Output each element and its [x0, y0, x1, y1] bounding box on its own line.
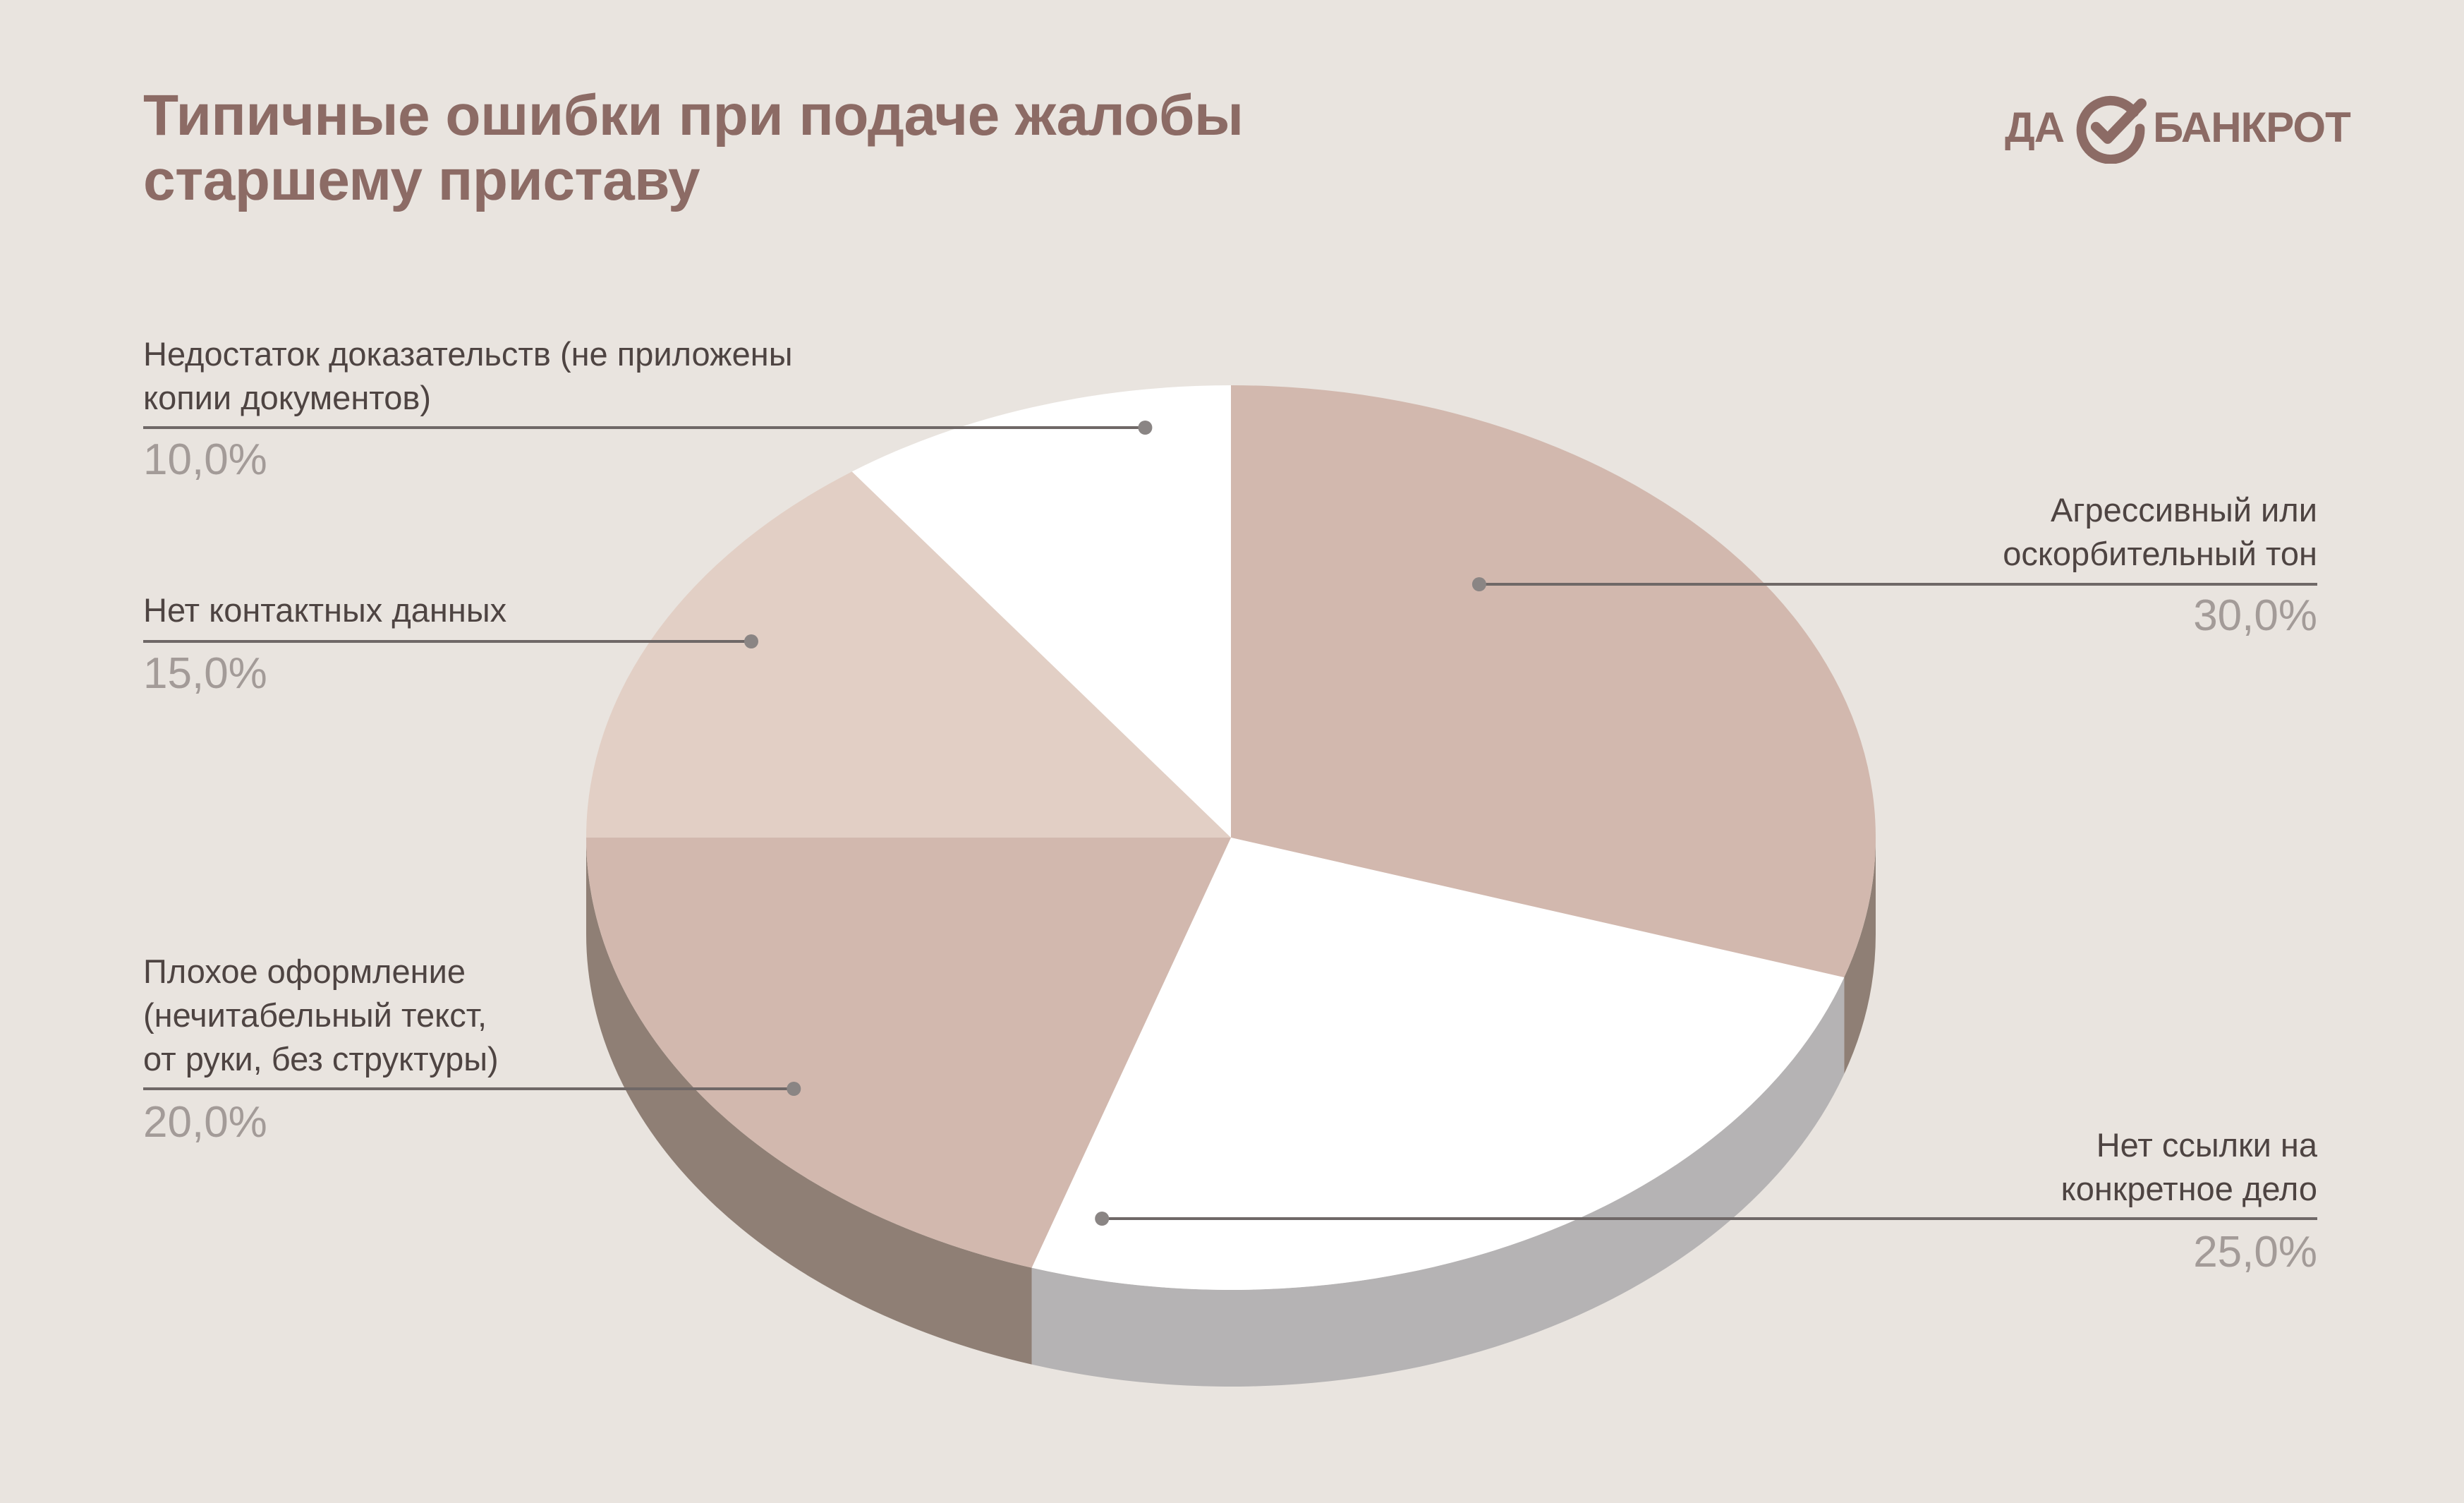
- slice-label-1-line-2: конкретное дело: [2061, 1170, 2317, 1207]
- leader-dot-0: [1471, 577, 1486, 591]
- slice-value-1: 25,0%: [2193, 1228, 2317, 1276]
- chart-title: Типичные ошибки при подаче жалобы старше…: [143, 83, 1695, 213]
- logo-text-right: БАНКРОТ: [2153, 103, 2351, 151]
- pie-slice-0: [1231, 385, 1876, 978]
- slice-label-2: Плохое оформление (нечитабельный текст, …: [143, 950, 499, 1081]
- pie-slice-1: [1031, 838, 1845, 1290]
- slice-value-0: 30,0%: [2193, 591, 2317, 640]
- chart-title-line-2: старшему приставу: [143, 148, 700, 212]
- leader-dot-3: [744, 634, 758, 648]
- slice-label-4: Недостаток доказательств (не приложены к…: [143, 332, 792, 420]
- slice-label-0-line-2: оскорбительный тон: [2003, 535, 2317, 572]
- slice-label-3-line-1: Нет контактных данных: [143, 591, 507, 629]
- pie-side-0: [1844, 838, 1876, 1075]
- brand-logo: ДА БАНКРОТ: [2005, 88, 2351, 166]
- slice-value-2: 20,0%: [143, 1098, 267, 1147]
- pie-side-1: [1031, 977, 1845, 1387]
- slice-value-3: 15,0%: [143, 649, 267, 698]
- slice-value-4: 10,0%: [143, 435, 267, 484]
- leader-dot-4: [1138, 421, 1153, 435]
- slice-label-1: Нет ссылки на конкретное дело: [2061, 1123, 2317, 1211]
- slice-label-2-line-3: от руки, без структуры): [143, 1040, 499, 1078]
- slice-label-0: Агрессивный или оскорбительный тон: [2003, 488, 2317, 576]
- pie-sides: [586, 838, 1876, 1387]
- pie-side-2: [586, 838, 1032, 1365]
- slice-label-0-line-1: Агрессивный или: [2051, 491, 2317, 529]
- slice-label-2-line-2: (нечитабельный текст,: [143, 996, 487, 1034]
- pie-slice-4: [851, 385, 1231, 838]
- pie-slice-3: [586, 471, 1231, 838]
- check-circle-icon: [2076, 95, 2147, 164]
- logo-text-left: ДА: [2005, 103, 2065, 151]
- chart-title-line-1: Типичные ошибки при подаче жалобы: [143, 83, 1244, 147]
- slice-label-2-line-1: Плохое оформление: [143, 953, 466, 990]
- pie-slices: [586, 385, 1876, 1290]
- leader-dot-2: [787, 1082, 801, 1096]
- slice-label-4-line-2: копии документов): [143, 379, 432, 416]
- slice-label-1-line-1: Нет ссылки на: [2096, 1126, 2317, 1164]
- slice-label-4-line-1: Недостаток доказательств (не приложены: [143, 335, 793, 373]
- leader-dot-1: [1095, 1212, 1110, 1226]
- pie-slice-2: [586, 838, 1231, 1268]
- slice-label-3: Нет контактных данных: [143, 588, 506, 632]
- pie-leaders: [143, 421, 2317, 1226]
